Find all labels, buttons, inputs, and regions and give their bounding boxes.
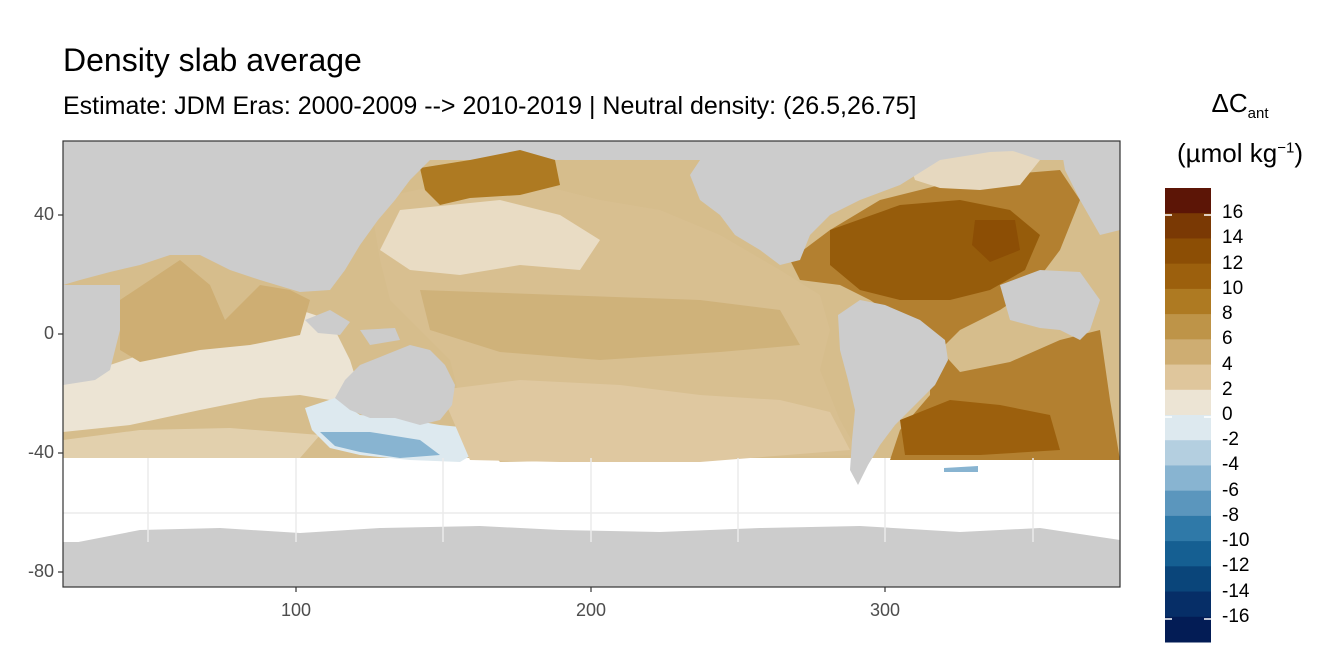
colorbar-ticks — [1165, 214, 1211, 620]
colorbar-swatch — [1165, 263, 1211, 290]
legend-label: -8 — [1222, 504, 1239, 526]
legend-title: ΔCant — [1211, 88, 1269, 123]
colorbar-swatch — [1165, 616, 1211, 643]
legend-label: 16 — [1222, 202, 1244, 224]
legend-label: 12 — [1222, 252, 1244, 274]
colorbar-swatch — [1165, 314, 1211, 340]
greenland-land — [1060, 141, 1120, 235]
legend-label: -16 — [1222, 605, 1250, 627]
pacific-equatorial — [420, 290, 800, 360]
x-tick-label-100: 100 — [280, 600, 312, 620]
legend-label: -14 — [1222, 580, 1250, 602]
nordic-seas-light — [910, 150, 1040, 190]
x-tick-label-300: 300 — [869, 600, 901, 620]
colorbar-swatch — [1165, 541, 1211, 567]
legend-label: -6 — [1222, 479, 1239, 501]
colorbar-swatch — [1165, 566, 1211, 593]
legend-label: -2 — [1222, 429, 1239, 451]
indian-ocean-north — [120, 260, 310, 362]
south-america-land — [838, 300, 948, 485]
pacific-north-light — [380, 200, 600, 275]
legend-label: 4 — [1222, 353, 1233, 375]
new-guinea-land — [360, 328, 400, 345]
colorbar-swatch — [1165, 440, 1211, 466]
pacific-south — [440, 380, 850, 462]
north-pacific-dark — [420, 150, 560, 205]
colorbar-swatch — [1165, 389, 1211, 416]
map-panel — [63, 141, 1120, 587]
negative-anomaly-atlantic — [944, 466, 978, 472]
colorbar-swatch — [1165, 188, 1211, 214]
colorbar-swatch — [1165, 515, 1211, 542]
legend-colorbar — [1165, 188, 1211, 643]
colorbar-swatch — [1165, 213, 1211, 239]
legend-units: (µmol kg−1) — [1177, 138, 1303, 168]
legend-label: 10 — [1222, 277, 1244, 299]
south-atlantic-dark — [900, 400, 1060, 455]
colorbar-swatch — [1165, 339, 1211, 366]
indian-ocean-south — [63, 428, 320, 458]
africa-east-land — [63, 285, 120, 385]
indonesia-islands — [305, 310, 350, 335]
north-america-land — [690, 141, 1120, 265]
axis-ticks — [58, 214, 886, 592]
legend-label: 0 — [1222, 404, 1233, 425]
legend-label: -12 — [1222, 555, 1250, 577]
africa-land — [1000, 270, 1100, 340]
eurasia-land — [63, 141, 430, 292]
legend-label: 14 — [1222, 227, 1244, 249]
grid-lines — [63, 458, 1120, 542]
x-tick-label-200: 200 — [575, 600, 607, 620]
map-subtitle: Estimate: JDM Eras: 2000-2009 --> 2010-2… — [63, 92, 917, 120]
legend-label: -10 — [1222, 530, 1250, 552]
legend-label: 2 — [1222, 378, 1233, 400]
y-tick-label-minus40: -40 — [27, 442, 54, 462]
colorbar-swatch — [1165, 415, 1211, 441]
y-tick-label-0: 0 — [43, 323, 54, 343]
legend-label: 8 — [1222, 303, 1233, 325]
colorbar-swatch — [1165, 364, 1211, 391]
indian-ocean-light — [63, 310, 360, 432]
colorbar-swatch — [1165, 490, 1211, 517]
colorbar-swatch — [1165, 288, 1211, 315]
y-tick-label-40: 40 — [33, 204, 54, 224]
antarctica-land — [63, 526, 1120, 587]
negative-anomaly-medium — [320, 432, 440, 458]
colorbar-swatch — [1165, 238, 1211, 265]
colorbar-swatch — [1165, 591, 1211, 618]
legend-label: 6 — [1222, 328, 1233, 350]
colorbar-swatch — [1165, 465, 1211, 492]
y-tick-label-minus80: -80 — [27, 561, 54, 581]
map-title: Density slab average — [63, 42, 362, 78]
australia-land — [335, 345, 455, 425]
north-atlantic-darkest — [972, 220, 1020, 262]
legend-label: -4 — [1222, 454, 1239, 476]
